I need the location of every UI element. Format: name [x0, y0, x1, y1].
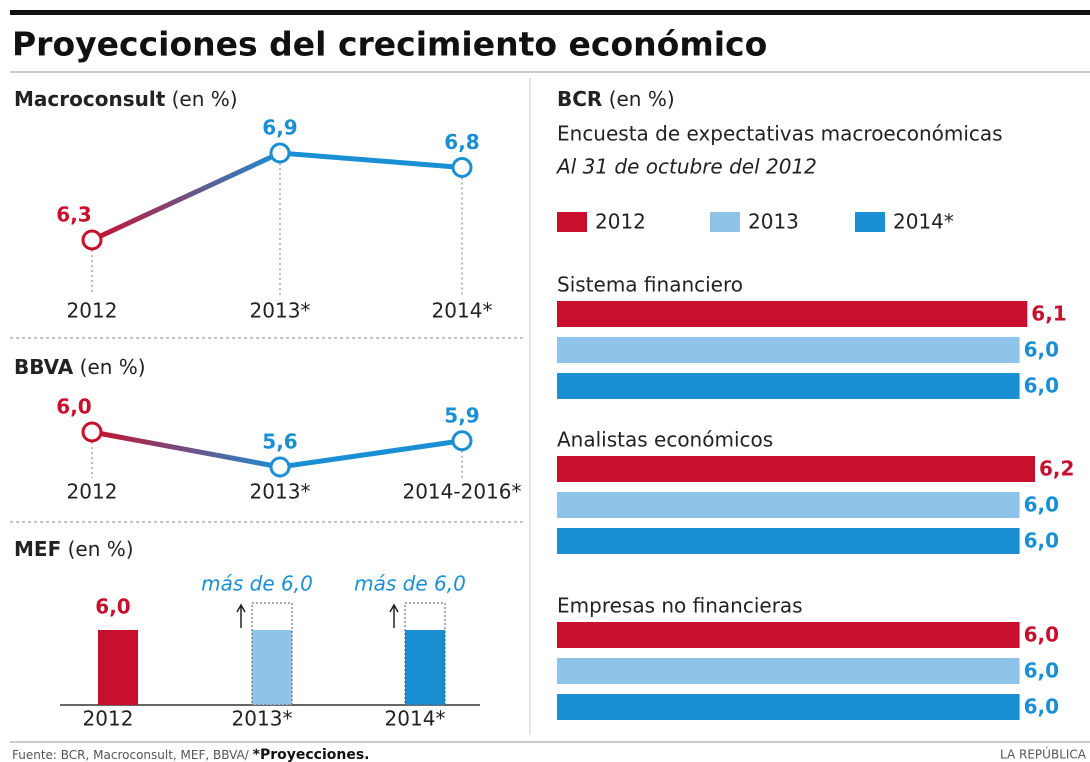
chart-subtitle: (en %)	[68, 537, 134, 561]
bar	[557, 301, 1028, 327]
x-tick-label: 2013*	[232, 707, 293, 731]
description: Al 31 de octubre del 2012	[555, 155, 817, 179]
bar	[557, 622, 1020, 648]
chart-title: MEF	[14, 537, 61, 561]
point	[81, 229, 103, 251]
legend-swatch	[855, 212, 885, 232]
bar	[557, 528, 1020, 554]
chart-title: BCR	[557, 87, 602, 111]
line	[90, 150, 463, 243]
point	[269, 142, 291, 164]
open-box	[404, 602, 446, 706]
x-tick-label: 2012	[67, 299, 118, 323]
group-label: Empresas no financieras	[557, 594, 803, 618]
chart-title: Macroconsult	[14, 87, 166, 111]
title: Proyecciones del crecimiento económico	[12, 25, 767, 64]
bar	[557, 694, 1020, 720]
group-label: Sistema financiero	[557, 273, 743, 297]
source-note: *Proyecciones.	[253, 747, 370, 762]
x-tick-label: 2012	[67, 480, 118, 504]
value-label: 6,8	[444, 130, 479, 154]
bar	[557, 337, 1020, 363]
point	[451, 430, 473, 452]
x-tick-label: 2014-2016*	[402, 480, 521, 504]
x-tick-label: 2013*	[250, 480, 311, 504]
bar	[98, 630, 138, 705]
chart-subtitle: (en %)	[172, 87, 238, 111]
open-box	[251, 602, 293, 706]
bar	[252, 630, 292, 705]
legend-label: 2014*	[893, 210, 954, 234]
value-label: 6,0	[95, 595, 130, 619]
chart-title: BBVA	[14, 355, 74, 379]
value-label: más de 6,0	[201, 572, 313, 596]
x-tick-label: 2012	[83, 707, 134, 731]
bar	[557, 456, 1035, 482]
value-label: 5,6	[262, 430, 297, 454]
source-text: Fuente: BCR, Macroconsult, MEF, BBVA/	[12, 748, 250, 762]
value-label: 6,9	[262, 116, 297, 140]
legend-swatch	[557, 212, 587, 232]
point	[269, 456, 291, 478]
value-label: 6,0	[1024, 695, 1059, 719]
value-label: 6,0	[1024, 338, 1059, 362]
legend-label: 2012	[595, 210, 646, 234]
value-label: 6,0	[1024, 623, 1059, 647]
value-label: 6,2	[1039, 457, 1074, 481]
legend-label: 2013	[748, 210, 799, 234]
value-label: 6,3	[56, 203, 91, 227]
value-label: 6,0	[1024, 374, 1059, 398]
arrow	[389, 603, 399, 628]
bar	[405, 630, 445, 705]
chart-heading: BBVA (en %)	[14, 355, 146, 379]
chart-heading: BCR (en %)	[557, 87, 675, 111]
value-label: 5,9	[444, 403, 479, 427]
value-label: 6,0	[1024, 493, 1059, 517]
description: Encuesta de expectativas macroeconómicas	[557, 122, 1003, 146]
source: Fuente: BCR, Macroconsult, MEF, BBVA/ *P…	[12, 747, 369, 762]
chart-heading: MEF (en %)	[14, 537, 134, 561]
bar	[557, 492, 1020, 518]
x-tick-label: 2013*	[250, 299, 311, 323]
point	[81, 421, 103, 443]
bar	[557, 658, 1020, 684]
arrow	[236, 603, 246, 628]
point	[451, 157, 473, 178]
top-rule	[10, 10, 1090, 15]
chart-subtitle: (en %)	[80, 355, 146, 379]
value-label: 6,1	[1031, 302, 1066, 326]
chart-subtitle: (en %)	[609, 87, 675, 111]
legend-swatch	[710, 212, 740, 232]
chart-heading: Macroconsult (en %)	[14, 87, 238, 111]
group-label: Analistas económicos	[557, 428, 773, 452]
value-label: 6,0	[1024, 659, 1059, 683]
x-tick-label: 2014*	[385, 707, 446, 731]
value-label: 6,0	[1024, 529, 1059, 553]
brand: LA REPÚBLICA	[1000, 747, 1087, 762]
bar	[557, 373, 1020, 399]
value-label: 6,0	[56, 395, 91, 419]
value-label: más de 6,0	[354, 572, 466, 596]
x-tick-label: 2014*	[432, 299, 493, 323]
